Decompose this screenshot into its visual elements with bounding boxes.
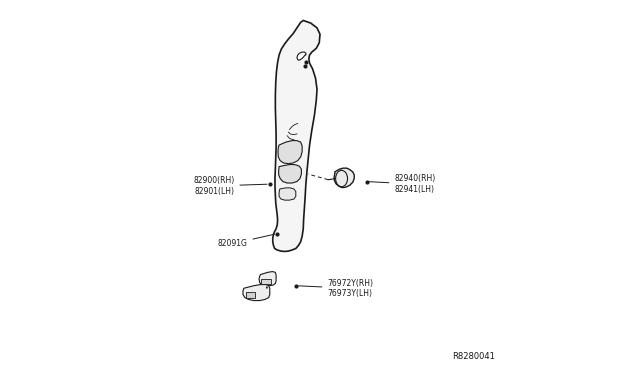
- Polygon shape: [279, 188, 296, 200]
- Polygon shape: [278, 164, 301, 183]
- Bar: [246, 292, 255, 298]
- Text: 82900(RH)
82901(LH): 82900(RH) 82901(LH): [193, 176, 267, 196]
- Polygon shape: [243, 285, 270, 301]
- Polygon shape: [297, 52, 306, 60]
- Text: 82091G: 82091G: [218, 234, 275, 248]
- Text: R8280041: R8280041: [452, 352, 495, 361]
- Polygon shape: [334, 168, 354, 187]
- Text: 82940(RH)
82941(LH): 82940(RH) 82941(LH): [369, 174, 436, 194]
- Bar: [261, 279, 271, 284]
- Polygon shape: [273, 20, 320, 251]
- Text: 76972Y(RH)
76973Y(LH): 76972Y(RH) 76973Y(LH): [299, 279, 374, 298]
- Polygon shape: [278, 141, 302, 164]
- Polygon shape: [259, 272, 276, 286]
